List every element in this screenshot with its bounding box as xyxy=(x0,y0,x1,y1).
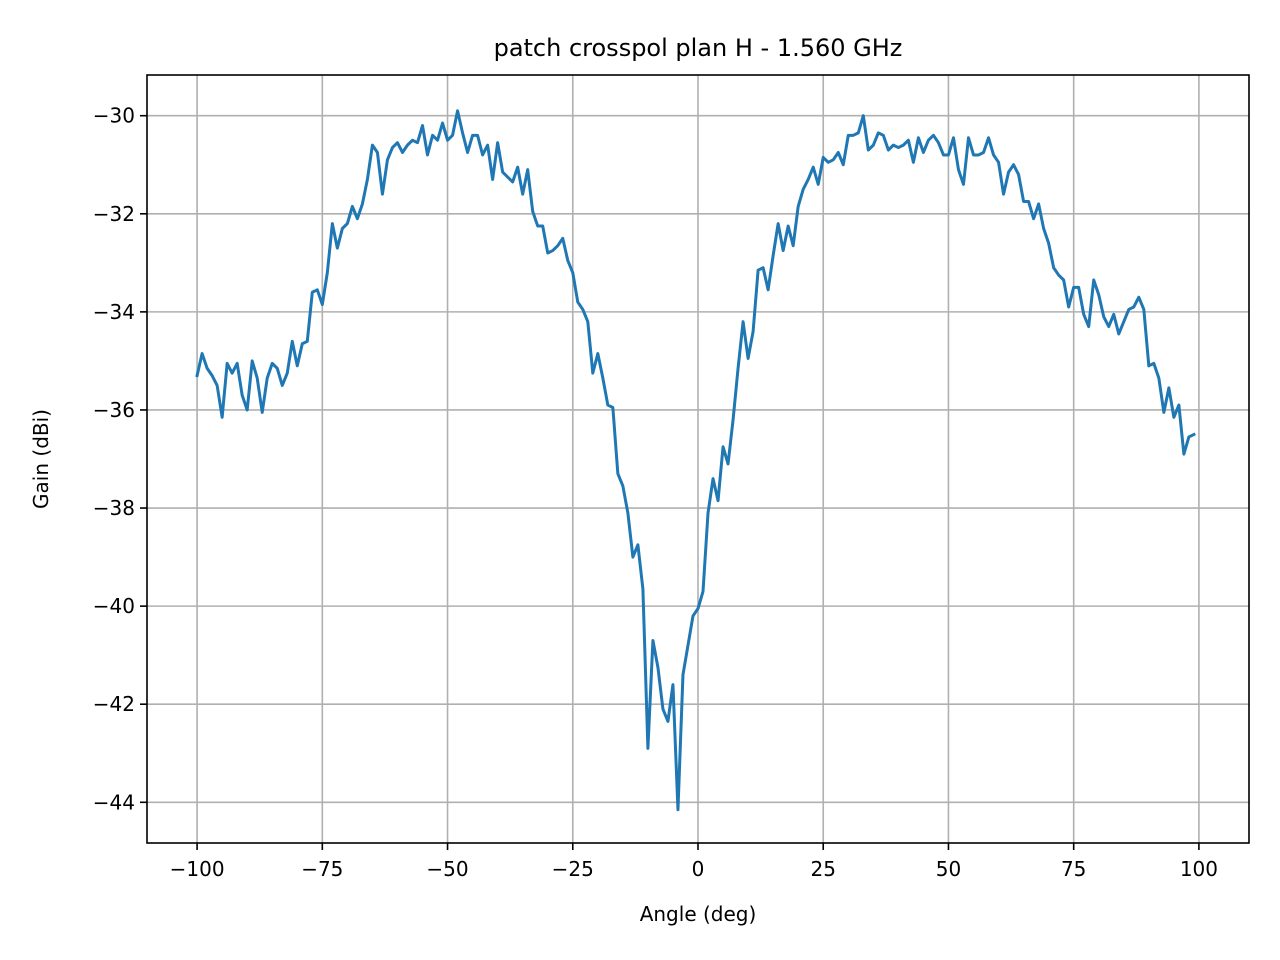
x-tick-label: −25 xyxy=(552,857,594,881)
x-axis-title: Angle (deg) xyxy=(640,902,757,926)
x-tick-label: 100 xyxy=(1180,857,1218,881)
x-tick-label: −75 xyxy=(301,857,343,881)
y-tick-label: −38 xyxy=(93,496,135,520)
grid-lines xyxy=(147,75,1249,843)
x-tick-label: −100 xyxy=(170,857,225,881)
y-tick-label: −32 xyxy=(93,202,135,226)
y-tick-label: −36 xyxy=(93,398,135,422)
series-line-0 xyxy=(195,109,1196,812)
y-axis-title: Gain (dBi) xyxy=(29,409,53,509)
x-tick-label: 25 xyxy=(811,857,836,881)
y-tick-label: −30 xyxy=(93,104,135,128)
y-axis: −30 −32 −34 −36 −38 −40 −42 −44 xyxy=(93,104,147,814)
x-tick-label: −50 xyxy=(426,857,468,881)
y-tick-label: −42 xyxy=(93,692,135,716)
series-layer xyxy=(195,109,1196,812)
x-tick-label: 75 xyxy=(1061,857,1086,881)
x-tick-label: 50 xyxy=(936,857,961,881)
y-tick-label: −34 xyxy=(93,300,135,324)
x-tick-label: 0 xyxy=(692,857,705,881)
chart-title: patch crosspol plan H - 1.560 GHz xyxy=(494,34,903,62)
x-axis: −100 −75 −50 −25 0 25 50 75 100 xyxy=(170,843,1218,881)
y-tick-label: −44 xyxy=(93,790,135,814)
y-tick-label: −40 xyxy=(93,594,135,618)
